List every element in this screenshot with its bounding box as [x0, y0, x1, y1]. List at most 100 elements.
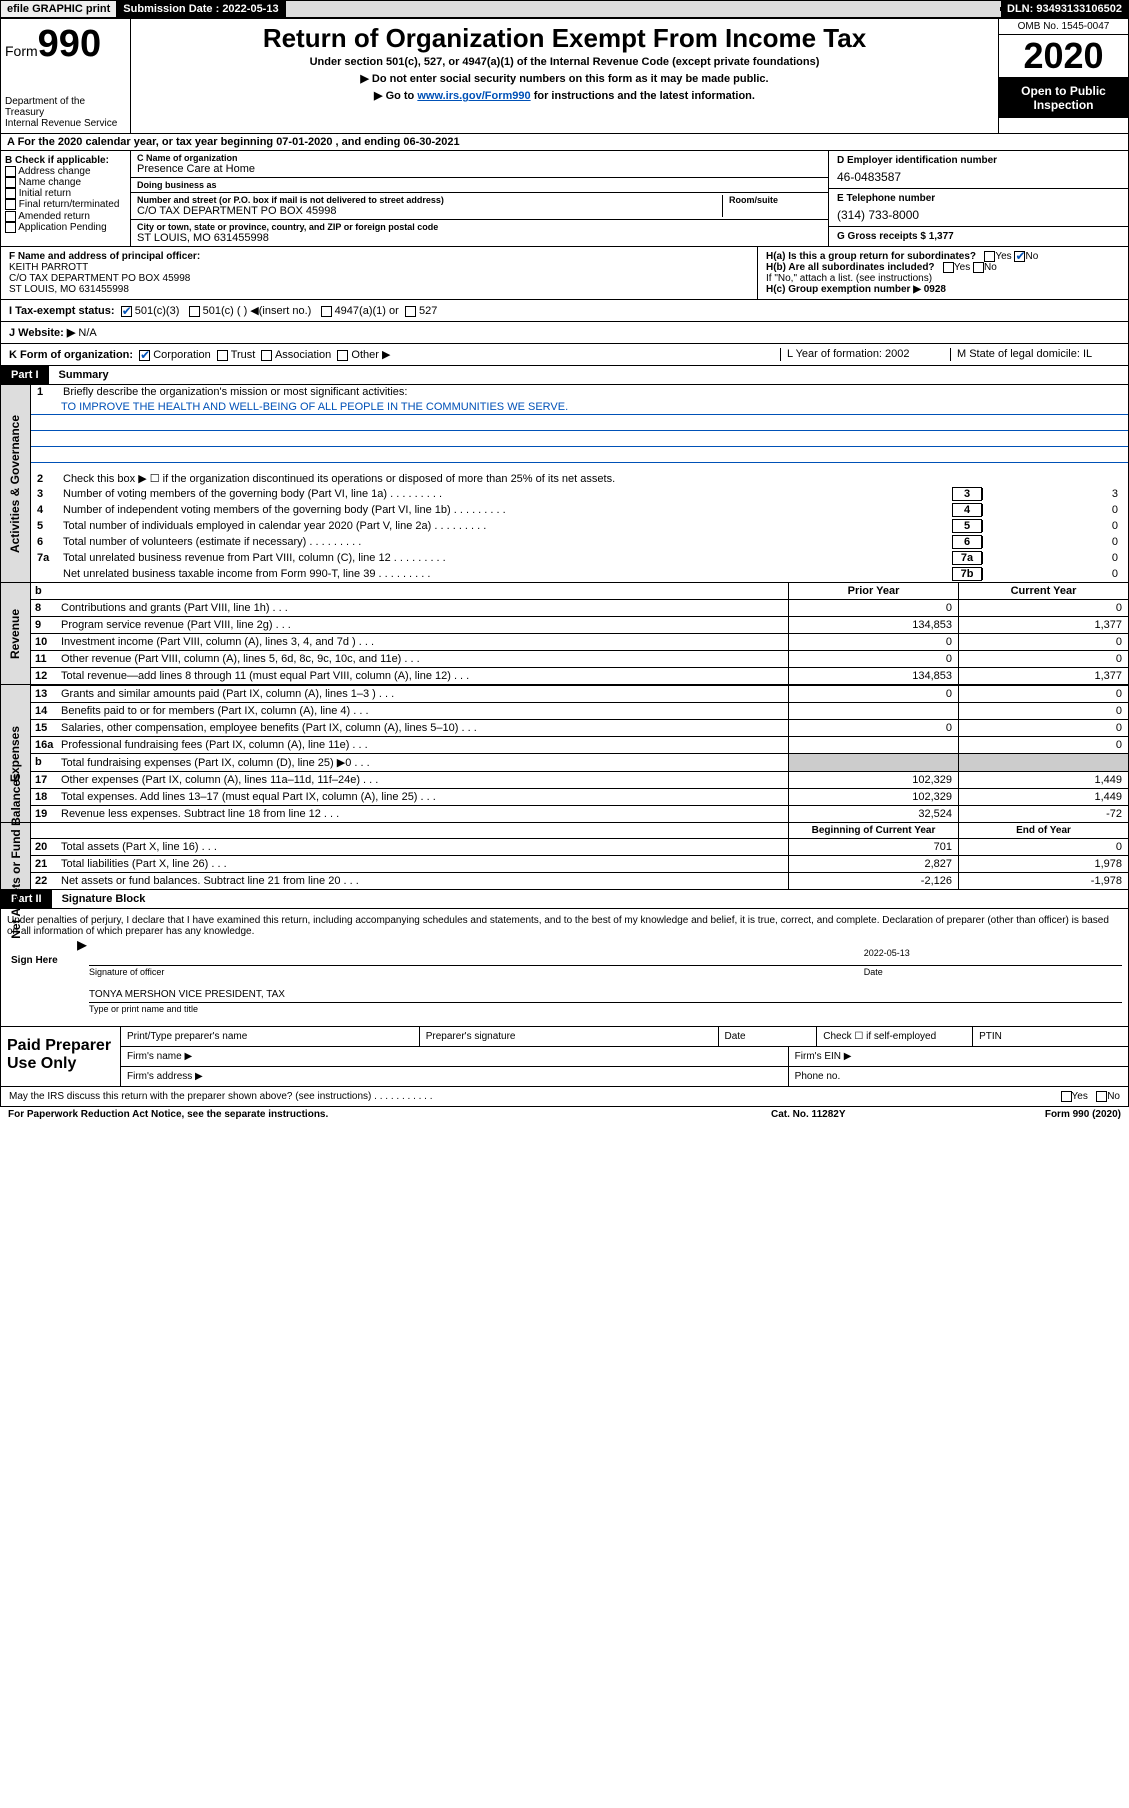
hc-row: H(c) Group exemption number ▶ 0928: [766, 284, 1120, 295]
data-row: 15Salaries, other compensation, employee…: [31, 719, 1128, 736]
cb-trust[interactable]: [217, 350, 228, 361]
org-name-value: Presence Care at Home: [137, 163, 822, 175]
form-footer: Form 990 (2020): [971, 1109, 1121, 1120]
data-row: 20Total assets (Part X, line 16) . . .70…: [31, 838, 1128, 855]
dept-treasury: Department of the Treasury: [5, 96, 126, 118]
discuss-row: May the IRS discuss this return with the…: [0, 1087, 1129, 1107]
form-header: Form990 Department of the Treasury Inter…: [0, 18, 1129, 134]
street-row: Number and street (or P.O. box if mail i…: [131, 193, 828, 220]
gross-label: G Gross receipts $ 1,377: [837, 231, 1120, 242]
cb-amended[interactable]: Amended return: [5, 211, 126, 222]
submission-date-button[interactable]: Submission Date : 2022-05-13: [117, 1, 285, 17]
cb-address-lbl: Address change: [18, 166, 90, 177]
opt-trust: Trust: [231, 349, 256, 361]
cb-address[interactable]: Address change: [5, 166, 126, 177]
year-formation: L Year of formation: 2002: [780, 348, 950, 361]
opt-4947: 4947(a)(1) or: [335, 305, 399, 317]
opt-assoc: Association: [275, 349, 331, 361]
firm-addr-label: Firm's address ▶: [121, 1067, 789, 1086]
opt-501c3: 501(c)(3): [135, 305, 180, 317]
data-row: 21Total liabilities (Part X, line 26) . …: [31, 855, 1128, 872]
cb-name[interactable]: Name change: [5, 177, 126, 188]
firm-ein-label: Firm's EIN ▶: [789, 1047, 1128, 1066]
summary-line: 5Total number of individuals employed in…: [31, 518, 1128, 534]
part2-title: Signature Block: [52, 890, 156, 908]
officer-line2: C/O TAX DEPARTMENT PO BOX 45998: [9, 273, 749, 284]
cb-discuss-yes[interactable]: [1061, 1091, 1072, 1102]
cb-assoc[interactable]: [261, 350, 272, 361]
cb-527[interactable]: [405, 306, 416, 317]
cb-final[interactable]: Final return/terminated: [5, 199, 126, 210]
subtitle-1: Under section 501(c), 527, or 4947(a)(1)…: [141, 56, 988, 68]
arrow-icon: ▸: [77, 945, 89, 1020]
mission-line3: [31, 433, 1128, 447]
firm-name-label: Firm's name ▶: [121, 1047, 789, 1066]
col-c: C Name of organization Presence Care at …: [131, 151, 828, 246]
website-label: J Website: ▶: [9, 327, 75, 339]
sub3-post: for instructions and the latest informat…: [531, 90, 755, 102]
prior-year-hdr: Prior Year: [788, 583, 958, 599]
hb-no[interactable]: No: [984, 262, 997, 273]
data-row: 9Program service revenue (Part VIII, lin…: [31, 616, 1128, 633]
paid-preparer: Paid Preparer Use Only Print/Type prepar…: [0, 1027, 1129, 1087]
q2-text: Check this box ▶ ☐ if the organization d…: [63, 472, 1122, 485]
form-label: Form: [5, 43, 38, 59]
current-year-hdr: Current Year: [958, 583, 1128, 599]
top-bar: efile GRAPHIC print Submission Date : 20…: [0, 0, 1129, 18]
ein-label: D Employer identification number: [837, 155, 1120, 166]
mission-line4: [31, 449, 1128, 463]
sidebar-net-text: Net Assets or Fund Balances: [9, 773, 23, 939]
col-b-header: B Check if applicable:: [5, 155, 126, 166]
sidebar-rev-text: Revenue: [9, 609, 23, 659]
revenue-area: Revenue b Prior Year Current Year 8Contr…: [0, 583, 1129, 685]
ha-yes[interactable]: Yes: [995, 251, 1011, 262]
phone-label: Phone no.: [789, 1067, 1128, 1086]
ha-no[interactable]: No: [1025, 251, 1038, 262]
sig-right: 2022-05-13 Signature of officer Date TON…: [89, 945, 1122, 1020]
cb-4947[interactable]: [321, 306, 332, 317]
dba-row: Doing business as: [131, 178, 828, 193]
sidebar-netassets: Net Assets or Fund Balances: [1, 823, 31, 889]
summary-line: 3Number of voting members of the governi…: [31, 486, 1128, 502]
mission-text: TO IMPROVE THE HEALTH AND WELL-BEING OF …: [31, 401, 1128, 415]
cb-pending[interactable]: Application Pending: [5, 222, 126, 233]
cb-initial[interactable]: Initial return: [5, 188, 126, 199]
sign-here-area: Sign Here ▸ 2022-05-13 Signature of offi…: [7, 945, 1122, 1020]
data-row: 10Investment income (Part VIII, column (…: [31, 633, 1128, 650]
ein-row: D Employer identification number 46-0483…: [829, 151, 1128, 189]
part1-title: Summary: [49, 366, 119, 384]
street-value: C/O TAX DEPARTMENT PO BOX 45998: [137, 205, 722, 217]
discuss-yes: Yes: [1072, 1091, 1088, 1102]
subtitle-3: ▶ Go to www.irs.gov/Form990 for instruct…: [141, 89, 988, 102]
sub3-pre: ▶ Go to: [374, 90, 417, 102]
cb-final-lbl: Final return/terminated: [19, 200, 120, 211]
data-row: 13Grants and similar amounts paid (Part …: [31, 685, 1128, 702]
form-title: Return of Organization Exempt From Incom…: [141, 23, 988, 54]
rev-b: b: [31, 583, 57, 599]
subtitle-2: ▶ Do not enter social security numbers o…: [141, 72, 988, 85]
ein-value: 46-0483587: [837, 170, 1120, 184]
cb-501c[interactable]: [189, 306, 200, 317]
discuss-options: Yes No: [1061, 1091, 1120, 1102]
cb-corp[interactable]: [139, 350, 150, 361]
hb-yes[interactable]: Yes: [954, 262, 970, 273]
form-org-label: K Form of organization:: [9, 349, 133, 361]
form-number: Form990: [5, 23, 126, 66]
cb-other[interactable]: [337, 350, 348, 361]
efile-print-button[interactable]: efile GRAPHIC print: [1, 1, 117, 17]
row-j: J Website: ▶ N/A: [0, 322, 1129, 344]
col-b-checkboxes: B Check if applicable: Address change Na…: [1, 151, 131, 246]
discuss-no: No: [1107, 1091, 1120, 1102]
form990-link[interactable]: www.irs.gov/Form990: [417, 90, 530, 102]
phone-value: (314) 733-8000: [837, 208, 1120, 222]
data-row: 22Net assets or fund balances. Subtract …: [31, 872, 1128, 889]
end-year-hdr: End of Year: [958, 823, 1128, 838]
form-num: 990: [38, 23, 101, 65]
discuss-q: May the IRS discuss this return with the…: [9, 1091, 371, 1102]
cb-discuss-no[interactable]: [1096, 1091, 1107, 1102]
dln-label: DLN: 93493133106502: [1001, 1, 1128, 17]
cb-501c3[interactable]: [121, 306, 132, 317]
begin-year-hdr: Beginning of Current Year: [788, 823, 958, 838]
part1-header: Part I Summary: [0, 366, 1129, 385]
mission-line2: [31, 417, 1128, 431]
